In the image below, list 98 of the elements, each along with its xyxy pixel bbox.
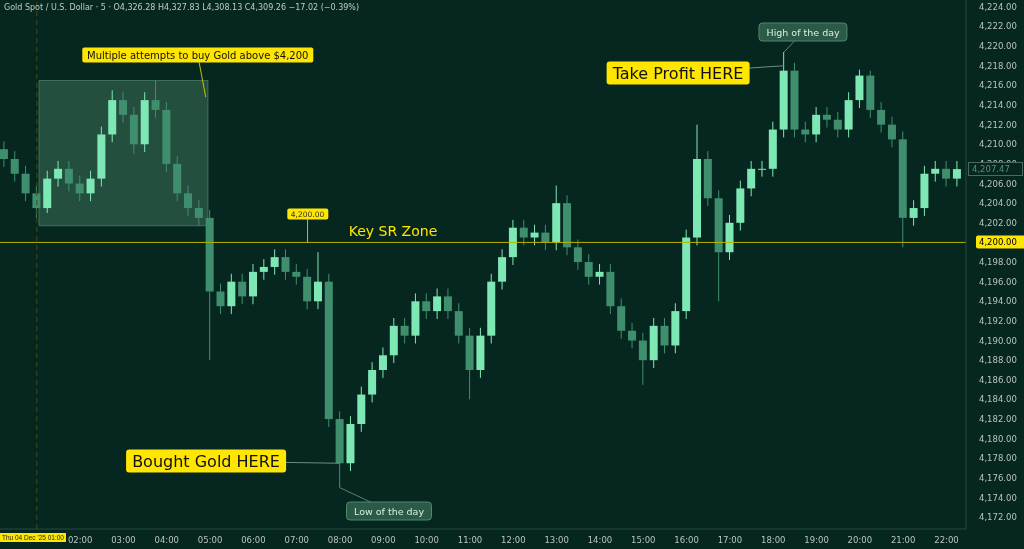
x-tick-label: 05:00: [197, 535, 223, 546]
x-tick-label: 20:00: [847, 535, 873, 546]
candlestick: [75, 175, 84, 202]
y-tick-label: 4,216.00: [979, 80, 1017, 91]
x-tick-label: 08:00: [327, 535, 353, 546]
candlestick: [270, 248, 279, 276]
y-tick-label: 4,184.00: [979, 394, 1017, 405]
x-tick-label: 19:00: [804, 535, 829, 546]
candlestick: [812, 106, 821, 143]
candlestick: [942, 160, 951, 187]
y-tick-label: 4,172.00: [979, 512, 1017, 523]
candlestick: [660, 317, 669, 354]
y-tick-label: 4,224.00: [979, 1, 1017, 12]
x-tick-label: 06:00: [241, 535, 266, 546]
y-tick-label: 4,220.00: [979, 41, 1017, 52]
candlestick: [443, 288, 452, 320]
candlestick: [519, 219, 528, 246]
candlestick: [216, 283, 225, 315]
candlestick: [259, 258, 268, 281]
candlestick: [433, 288, 442, 320]
candlestick: [747, 160, 756, 197]
x-tick-label: 16:00: [674, 535, 699, 546]
candlestick: [931, 160, 940, 183]
y-tick-label: 4,200.00: [979, 237, 1017, 248]
candlestick: [238, 273, 247, 305]
x-tick-label: 03:00: [111, 535, 136, 546]
ref-line-label: Key SR Zone: [348, 223, 438, 240]
y-tick-label: 4,222.00: [979, 21, 1017, 32]
y-tick-label: 4,202.00: [979, 217, 1017, 228]
candlestick: [530, 224, 539, 246]
candlestick: [638, 332, 647, 386]
candlestick: [119, 91, 128, 124]
annotation: Take Profit HERE: [606, 61, 750, 85]
y-tick-label: 4,212.00: [979, 119, 1017, 130]
candlestick: [313, 251, 322, 310]
candlestick: [54, 160, 63, 187]
annotation: High of the day: [758, 22, 848, 42]
candlestick: [541, 224, 550, 251]
candlestick: [400, 317, 409, 345]
candlestick: [628, 322, 637, 349]
candlestick: [887, 116, 896, 148]
y-tick-label: 4,204.00: [979, 198, 1017, 209]
candlestick: [833, 111, 842, 138]
x-tick-label: 07:00: [284, 535, 309, 546]
x-tick-label: 02:00: [67, 535, 93, 546]
annotation: Bought Gold HERE: [126, 449, 286, 473]
y-tick-label: 4,214.00: [979, 100, 1017, 111]
candlestick: [584, 253, 593, 286]
candlestick: [595, 263, 604, 286]
candlestick: [909, 199, 918, 227]
y-tick-label: 4,196.00: [979, 276, 1017, 287]
candlestick: [378, 346, 387, 379]
chart-title: Gold Spot / U.S. Dollar · 5 · O4,326.28 H4,327.83 L4,308.13 C4,309.26 −17.02 (−0.39%): [4, 3, 360, 12]
x-tick-label: 21:00: [890, 535, 916, 546]
y-tick-label: 4,182.00: [979, 414, 1017, 425]
x-tick-label: 11:00: [457, 535, 483, 546]
candlestick: [10, 150, 19, 183]
candlestick: [292, 263, 301, 286]
x-tick-label: 18:00: [760, 535, 786, 546]
candlestick: [21, 165, 30, 202]
candlestick: [822, 106, 831, 129]
x-tick-label: 09:00: [371, 535, 396, 546]
candlestick: [877, 101, 886, 133]
y-tick-label: 4,180.00: [979, 433, 1017, 444]
candlestick: [952, 160, 961, 187]
y-tick-label: 4,186.00: [979, 374, 1017, 385]
y-tick-label: 4,194.00: [979, 296, 1017, 307]
y-tick-label: 4,174.00: [979, 492, 1017, 503]
annotation: Multiple attempts to buy Gold above $4,200: [82, 47, 314, 63]
y-tick-label: 4,210.00: [979, 139, 1017, 150]
candlestick: [281, 248, 290, 281]
candlestick: [64, 160, 73, 192]
candlestick: [422, 292, 431, 320]
x-tick-label: 14:00: [587, 535, 613, 546]
candlestick: [184, 184, 193, 217]
x-tick-label: 15:00: [631, 535, 656, 546]
y-tick-label: 4,176.00: [979, 472, 1017, 483]
text: 4,207.47: [968, 162, 1023, 177]
candlestick: [151, 79, 160, 119]
y-tick-label: 4,192.00: [979, 315, 1017, 326]
candlestick: [573, 238, 582, 271]
candlestick: [86, 170, 95, 202]
candlestick: [757, 160, 766, 178]
y-tick-label: 4,188.00: [979, 355, 1017, 366]
candlestick: [0, 140, 8, 168]
y-tick-label: 4,190.00: [979, 335, 1017, 346]
x-tick-label: 10:00: [414, 535, 439, 546]
x-tick-label: 17:00: [717, 535, 743, 546]
annotation: Low of the day: [346, 501, 433, 521]
candlestick: [194, 199, 203, 227]
x-tick-label: 04:00: [154, 535, 180, 546]
x-tick-label: 13:00: [544, 535, 569, 546]
x-tick-label: 12:00: [501, 535, 526, 546]
y-tick-label: 4,218.00: [979, 60, 1017, 71]
y-tick-label: 4,198.00: [979, 257, 1017, 268]
y-tick-label: 4,206.00: [979, 178, 1017, 189]
x-tick-label: 22:00: [934, 535, 959, 546]
y-tick-label: 4,178.00: [979, 453, 1017, 464]
